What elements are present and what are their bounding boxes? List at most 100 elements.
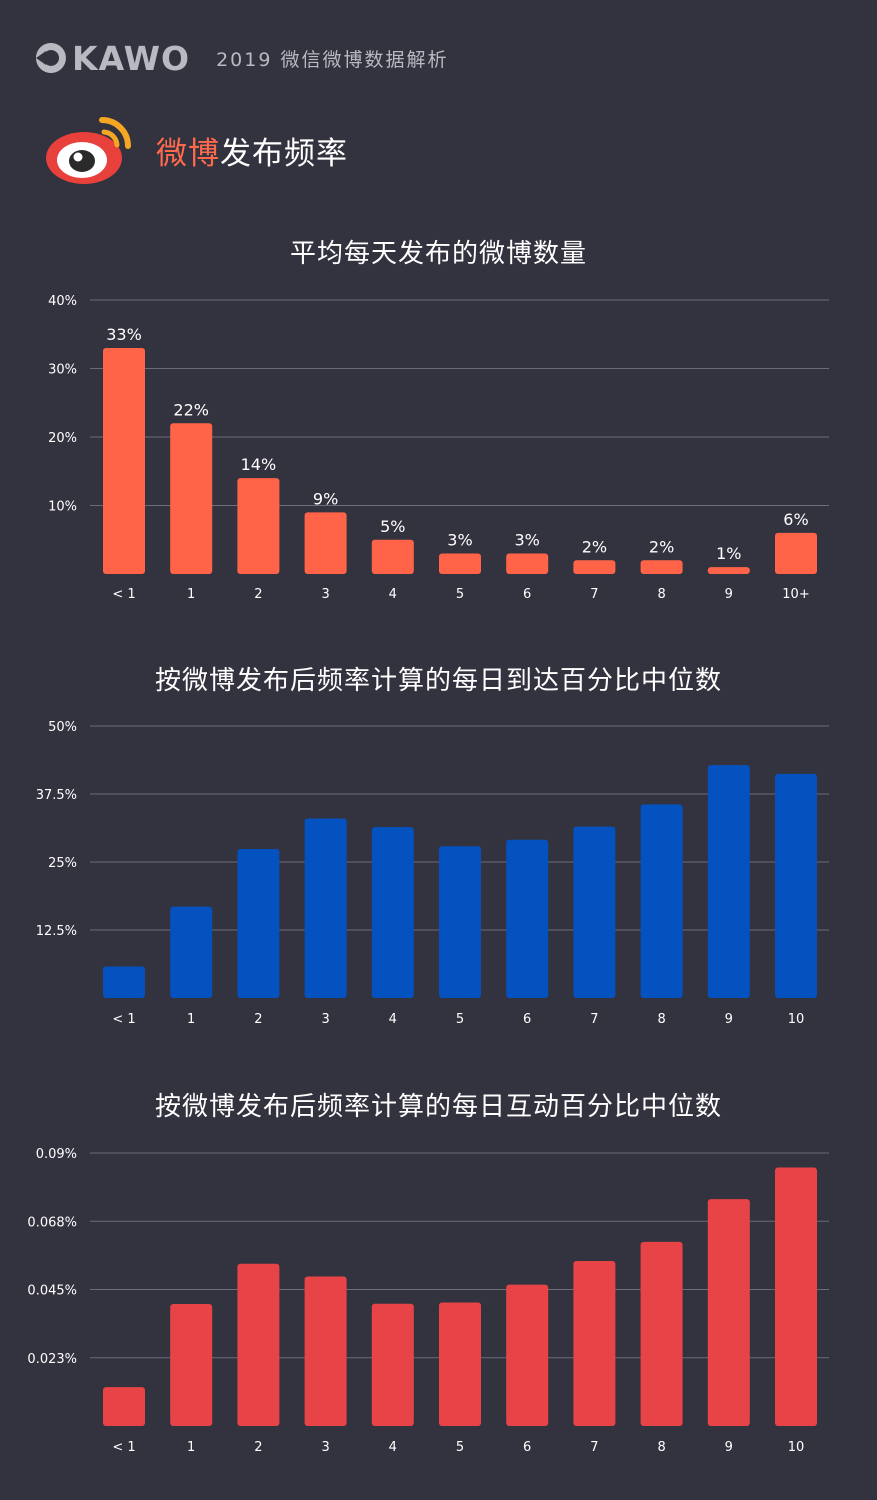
chart1-bar (439, 553, 481, 574)
section-heading-highlight: 微博 (156, 135, 220, 172)
chart1-bar (371, 539, 414, 574)
chart2-bar (707, 765, 750, 998)
weibo-eye-icon (46, 117, 131, 184)
chart1-xtick-label: 9 (725, 587, 733, 602)
chart1-bar (573, 560, 616, 574)
chart2-ytick-label: 25% (48, 856, 77, 871)
chart2-ytick-label: 50% (48, 720, 77, 735)
chart3-bar (707, 1199, 750, 1426)
chart3-bar (573, 1260, 616, 1426)
chart2-bar (103, 966, 145, 998)
chart1-data-label: 33% (106, 325, 142, 344)
chart2-bar (506, 839, 549, 998)
chart3-xtick-label: 10 (788, 1440, 805, 1455)
chart1-data-label: 5% (380, 517, 405, 536)
chart2-xtick-label: 4 (389, 1012, 397, 1027)
chart2-bar (775, 773, 817, 998)
chart1-bar (237, 478, 280, 574)
chart3-ytick-label: 0.045% (27, 1284, 77, 1299)
section-title: 微博发布频率 (44, 110, 348, 190)
brand-name: KAWO (72, 38, 191, 78)
chart2-xtick-label: < 1 (112, 1012, 135, 1027)
report-title: 2019 微信微博数据解析 (216, 48, 449, 71)
chart2-bar (439, 846, 481, 998)
chart3-ytick-label: 0.068% (27, 1215, 77, 1230)
chart1-bar (103, 347, 145, 574)
chart3-xtick-label: 3 (321, 1440, 329, 1455)
chart2-xtick-label: 1 (187, 1012, 195, 1027)
chart1-ytick-label: 30% (48, 363, 77, 378)
chart1-ytick-label: 10% (48, 500, 77, 515)
header: KAWO 2019 微信微博数据解析 (34, 38, 449, 78)
chart3-xtick-label: 6 (523, 1440, 531, 1455)
chart3-bar (506, 1284, 549, 1426)
chart1-xtick-label: 10+ (782, 587, 809, 602)
chart1-data-label: 2% (649, 537, 674, 556)
chart1-bar (304, 512, 347, 574)
chart2-xtick-label: 3 (321, 1012, 329, 1027)
chart3-xtick-label: 1 (187, 1440, 195, 1455)
chart2-bar (304, 818, 347, 998)
chart3-ytick-label: 0.09% (36, 1147, 77, 1162)
chart1-xtick-label: 7 (590, 587, 598, 602)
section-heading: 微博发布频率 (156, 128, 348, 173)
chart1-data-label: 2% (582, 537, 607, 556)
chart2-ytick-label: 37.5% (36, 788, 77, 803)
chart3-bar (775, 1167, 817, 1426)
chart3-xtick-label: < 1 (112, 1440, 135, 1455)
chart1-xtick-label: 1 (187, 587, 195, 602)
chart1-bar (775, 532, 817, 574)
chart1-data-label: 1% (716, 544, 741, 563)
chart3-ytick-label: 0.023% (27, 1352, 77, 1367)
chart2-ytick-label: 12.5% (36, 924, 77, 939)
chart3-bar (439, 1302, 481, 1426)
chart3-xtick-label: 2 (254, 1440, 262, 1455)
chart1-data-label: 3% (515, 530, 540, 549)
chart3-xtick-label: 5 (456, 1440, 464, 1455)
chart1-xtick-label: 8 (657, 587, 665, 602)
chart3-bar (237, 1263, 280, 1426)
chart3-bar (640, 1241, 683, 1426)
kawo-logo-icon (35, 43, 66, 73)
chart1-title: 平均每天发布的微博数量 (289, 239, 587, 269)
chart2-title: 按微博发布后频率计算的每日到达百分比中位数 (154, 666, 722, 696)
chart3-xtick-label: 8 (657, 1440, 665, 1455)
chart1-bar (506, 553, 549, 574)
chart2-xtick-label: 6 (523, 1012, 531, 1027)
chart3-bar (304, 1276, 347, 1426)
chart1-data-label: 22% (173, 400, 209, 419)
chart1-xtick-label: 3 (321, 587, 329, 602)
chart1-xtick-label: < 1 (112, 587, 135, 602)
chart1-xtick-label: 4 (389, 587, 397, 602)
chart1-data-label: 6% (783, 510, 808, 529)
chart1-xtick-label: 2 (254, 587, 262, 602)
chart1-data-label: 3% (447, 530, 472, 549)
chart2-xtick-label: 9 (725, 1012, 733, 1027)
chart2-xtick-label: 7 (590, 1012, 598, 1027)
chart2-bar (640, 804, 683, 998)
chart2-xtick-label: 10 (788, 1012, 805, 1027)
chart3-bar (371, 1303, 414, 1426)
chart2-xtick-label: 2 (254, 1012, 262, 1027)
chart2-bar (170, 906, 213, 998)
chart3-xtick-label: 4 (389, 1440, 397, 1455)
chart2-bar (237, 848, 280, 998)
section-heading-rest: 发布频率 (220, 135, 348, 172)
chart3-xtick-label: 9 (725, 1440, 733, 1455)
chart3-bar (170, 1304, 213, 1426)
chart1-bar (707, 567, 750, 574)
chart1-bar (640, 560, 683, 574)
chart3-xtick-label: 7 (590, 1440, 598, 1455)
chart2-bar (371, 827, 414, 998)
chart1-ytick-label: 20% (48, 431, 77, 446)
chart1-data-label: 9% (313, 489, 338, 508)
chart2-bar (573, 826, 616, 998)
chart2-xtick-label: 5 (456, 1012, 464, 1027)
chart1-bar (170, 423, 213, 574)
chart3-bar (103, 1387, 145, 1426)
chart1-xtick-label: 6 (523, 587, 531, 602)
chart2-xtick-label: 8 (657, 1012, 665, 1027)
chart3-title: 按微博发布后频率计算的每日互动百分比中位数 (154, 1092, 722, 1122)
chart1-xtick-label: 5 (456, 587, 464, 602)
